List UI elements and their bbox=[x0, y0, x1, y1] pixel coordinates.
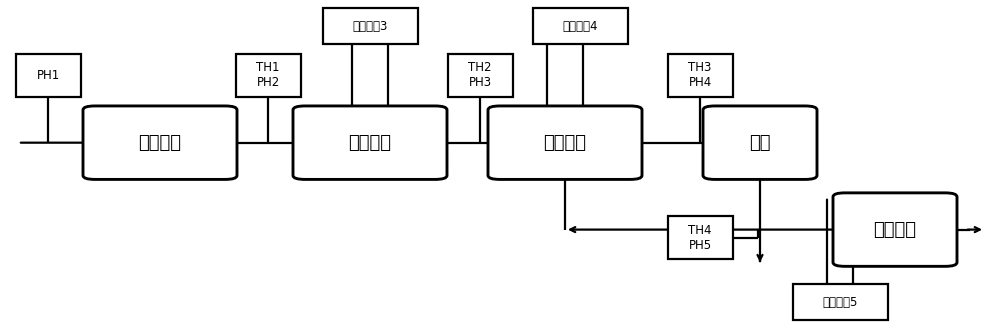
Text: 冷却回路5: 冷却回路5 bbox=[822, 296, 858, 309]
Text: 气液分离: 气液分离 bbox=[874, 221, 916, 238]
Bar bbox=[236, 54, 300, 97]
Bar bbox=[668, 54, 732, 97]
Text: 氢气阀组: 氢气阀组 bbox=[138, 134, 182, 152]
FancyBboxPatch shape bbox=[833, 193, 957, 266]
Text: 氢气缓冲: 氢气缓冲 bbox=[544, 134, 586, 152]
Text: 电堆: 电堆 bbox=[749, 134, 771, 152]
Bar bbox=[16, 54, 80, 97]
Text: 氢气换热: 氢气换热 bbox=[349, 134, 392, 152]
Text: TH1
PH2: TH1 PH2 bbox=[256, 61, 280, 90]
Text: 冷却回路4: 冷却回路4 bbox=[562, 20, 598, 33]
FancyBboxPatch shape bbox=[293, 106, 447, 179]
Bar bbox=[792, 284, 888, 320]
Text: PH1: PH1 bbox=[36, 69, 60, 82]
Bar bbox=[448, 54, 512, 97]
Text: TH4
PH5: TH4 PH5 bbox=[688, 224, 712, 252]
Bar bbox=[532, 8, 628, 44]
Bar bbox=[322, 8, 418, 44]
Bar bbox=[668, 216, 732, 259]
Text: TH3
PH4: TH3 PH4 bbox=[688, 61, 712, 90]
FancyBboxPatch shape bbox=[83, 106, 237, 179]
Text: TH2
PH3: TH2 PH3 bbox=[468, 61, 492, 90]
FancyBboxPatch shape bbox=[703, 106, 817, 179]
Text: 冷却回路3: 冷却回路3 bbox=[352, 20, 388, 33]
FancyBboxPatch shape bbox=[488, 106, 642, 179]
